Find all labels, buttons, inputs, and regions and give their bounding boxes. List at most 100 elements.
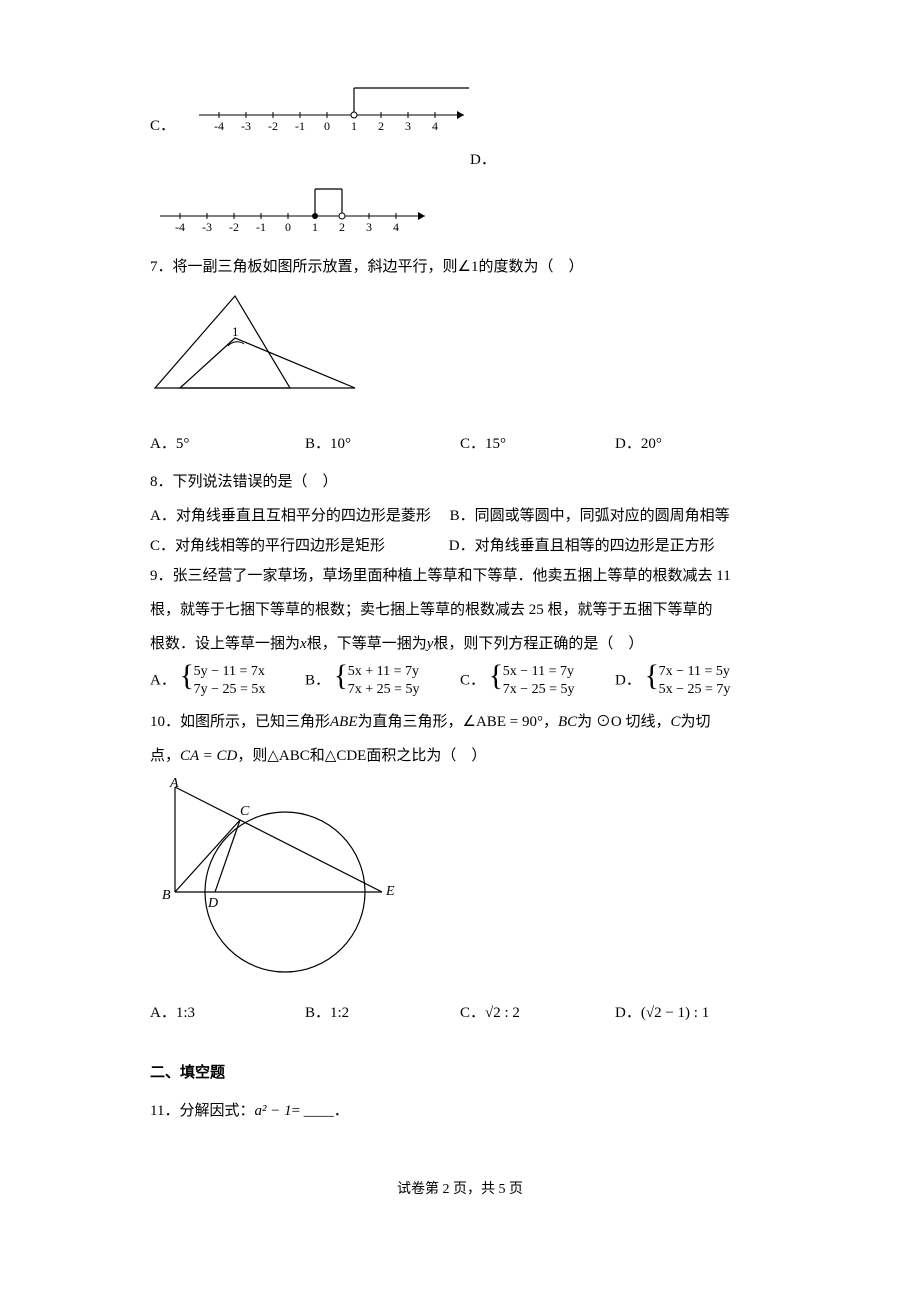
q10-l2-c: 和	[310, 748, 325, 764]
q10-l1-b: 为直角三角形，	[358, 714, 463, 730]
q10-option-d[interactable]: D．(√2 − 1) : 1	[615, 998, 770, 1028]
option-d-label: D．	[470, 152, 496, 168]
svg-text:-4: -4	[214, 119, 224, 130]
q7-angle: ∠1	[458, 259, 479, 275]
q9-b-eq2: 7x + 25 = 5y	[348, 681, 420, 699]
q10-t1: △ABC	[267, 748, 309, 764]
q7-figure: 1	[150, 288, 770, 419]
q9-a-eq2: 7y − 25 = 5x	[194, 681, 266, 699]
svg-text:E: E	[385, 884, 395, 899]
q9-l3-b: 根，下等草一捆为	[307, 636, 427, 652]
q9-l3-a: 根数．设上等草一捆为	[150, 636, 300, 652]
option-c-container: C． -4 -3 -2 -1 0 1 2 3 4	[150, 80, 770, 141]
svg-text:-1: -1	[256, 220, 266, 231]
svg-text:1: 1	[312, 220, 318, 231]
q9-line2: 根，就等于七捆下等草的根数；卖七捆上等草的根数减去 25 根，就等于五捆下等草的	[150, 595, 770, 625]
q9-option-d[interactable]: D． 7x − 11 = 5y5x − 25 = 7y	[615, 663, 770, 699]
svg-text:3: 3	[366, 220, 372, 231]
svg-text:-1: -1	[295, 119, 305, 130]
q9-d-eq1: 7x − 11 = 5y	[659, 663, 731, 681]
q8-text: 8．下列说法错误的是（ ）	[150, 467, 770, 497]
q11-expr: a² − 1	[254, 1103, 291, 1119]
q10-l2-a: 点，	[150, 748, 180, 764]
q10-l1-e: 为切	[680, 714, 710, 730]
q9-c-eq2: 7x − 25 = 5y	[503, 681, 575, 699]
q7-options: A．5° B．10° C．15° D．20°	[150, 429, 770, 459]
q7-stem: 7．将一副三角板如图所示放置，斜边平行，则	[150, 259, 458, 275]
q10-option-a[interactable]: A．1:3	[150, 998, 305, 1028]
svg-text:-3: -3	[202, 220, 212, 231]
q8-option-b[interactable]: B．同圆或等圆中，同弧对应的圆周角相等	[450, 508, 730, 524]
q9-c-label: C．	[460, 673, 485, 689]
svg-text:4: 4	[393, 220, 399, 231]
svg-text:D: D	[207, 896, 218, 911]
section2-header: 二、填空题	[150, 1058, 770, 1088]
q9-l3-c: 根，则下列方程正确的是（ ）	[433, 636, 643, 652]
q7-option-b[interactable]: B．10°	[305, 429, 460, 459]
q10-d-prefix: D．	[615, 1005, 641, 1021]
q9-b-eq1: 5x + 11 = 7y	[348, 663, 420, 681]
q8-option-a[interactable]: A．对角线垂直且互相平分的四边形是菱形	[150, 508, 431, 524]
q9-line3: 根数．设上等草一捆为x根，下等草一捆为y根，则下列方程正确的是（ ）	[150, 629, 770, 659]
q10-c-prefix: C．	[460, 1005, 485, 1021]
q9-d-eq2: 5x − 25 = 7y	[659, 681, 731, 699]
svg-text:-2: -2	[229, 220, 239, 231]
q8-option-c[interactable]: C．对角线相等的平行四边形是矩形	[150, 538, 385, 554]
svg-text:C: C	[240, 804, 250, 819]
q10-l1-a: 10．如图所示，已知三角形	[150, 714, 330, 730]
svg-text:B: B	[162, 888, 171, 903]
svg-text:3: 3	[405, 119, 411, 130]
numberline-d-figure: -4 -3 -2 -1 0 1 2 3 4	[150, 181, 770, 242]
q9-option-c[interactable]: C． 5x − 11 = 7y7x − 25 = 5y	[460, 663, 615, 699]
svg-text:2: 2	[378, 119, 384, 130]
q9-b-label: B．	[305, 673, 330, 689]
q9-d-label: D．	[615, 673, 641, 689]
svg-text:-4: -4	[175, 220, 185, 231]
q7-option-c[interactable]: C．15°	[460, 429, 615, 459]
q9-line1: 9．张三经营了一家草场，草场里面种植上等草和下等草．他卖五捆上等草的根数减去 1…	[150, 561, 770, 591]
svg-text:-3: -3	[241, 119, 251, 130]
q10-option-c[interactable]: C．√2 : 2	[460, 998, 615, 1028]
q10-l1-c: ，	[543, 714, 558, 730]
q10-l1-d: 为 ⊙O 切线，	[577, 714, 670, 730]
svg-text:1: 1	[232, 324, 239, 339]
q8-option-a-b-row: A．对角线垂直且互相平分的四边形是菱形 B．同圆或等圆中，同弧对应的圆周角相等	[150, 501, 770, 531]
svg-text:4: 4	[432, 119, 438, 130]
q9-option-b[interactable]: B． 5x + 11 = 7y7x + 25 = 5y	[305, 663, 460, 699]
q10-d-math: (√2 − 1) : 1	[641, 1005, 709, 1021]
q9-c-eq1: 5x − 11 = 7y	[503, 663, 575, 681]
q11-suffix: = ____．	[292, 1103, 349, 1119]
q9-option-a[interactable]: A． 5y − 11 = 7x7y − 25 = 5x	[150, 663, 305, 699]
q10-l2-d: 面积之比为（ ）	[366, 748, 486, 764]
q10-c-math: √2 : 2	[485, 1005, 520, 1021]
q10-t2: △CDE	[325, 748, 367, 764]
q11-prefix: 11．分解因式：	[150, 1103, 254, 1119]
option-c-label: C．	[150, 118, 175, 134]
q9-options: A． 5y − 11 = 7x7y − 25 = 5x B． 5x + 11 =…	[150, 663, 770, 699]
q10-figure: A B C D E	[150, 777, 770, 988]
q10-l2-b: ，则	[237, 748, 267, 764]
q10-abe: ABE	[330, 714, 358, 730]
page-footer: 试卷第 2 页，共 5 页	[150, 1176, 770, 1204]
q9-a-eq1: 5y − 11 = 7x	[194, 663, 266, 681]
q10-ca: CA = CD	[180, 748, 237, 764]
svg-text:1: 1	[351, 119, 357, 130]
q9-var-x: x	[300, 636, 307, 652]
q7-text: 7．将一副三角板如图所示放置，斜边平行，则∠1的度数为（ ）	[150, 252, 770, 282]
q10-angle: ∠ABE = 90°	[463, 714, 543, 730]
svg-text:-2: -2	[268, 119, 278, 130]
q10-options: A．1:3 B．1:2 C．√2 : 2 D．(√2 − 1) : 1	[150, 998, 770, 1028]
q7-option-d[interactable]: D．20°	[615, 429, 770, 459]
q7-option-a[interactable]: A．5°	[150, 429, 305, 459]
q8-option-c-d-row: C．对角线相等的平行四边形是矩形 D．对角线垂直且相等的四边形是正方形	[150, 531, 770, 561]
q7-suffix: 的度数为（ ）	[478, 259, 583, 275]
numberline-c-figure: -4 -3 -2 -1 0 1 2 3 4	[189, 118, 479, 134]
q10-option-b[interactable]: B．1:2	[305, 998, 460, 1028]
q10-bc: BC	[558, 714, 577, 730]
svg-text:0: 0	[324, 119, 330, 130]
q8-option-d[interactable]: D．对角线垂直且相等的四边形是正方形	[449, 538, 715, 554]
option-d-label-row: D．	[470, 145, 770, 175]
q10-line2: 点，CA = CD，则△ABC和△CDE面积之比为（ ）	[150, 741, 770, 771]
svg-text:2: 2	[339, 220, 345, 231]
q10-c: C	[670, 714, 680, 730]
